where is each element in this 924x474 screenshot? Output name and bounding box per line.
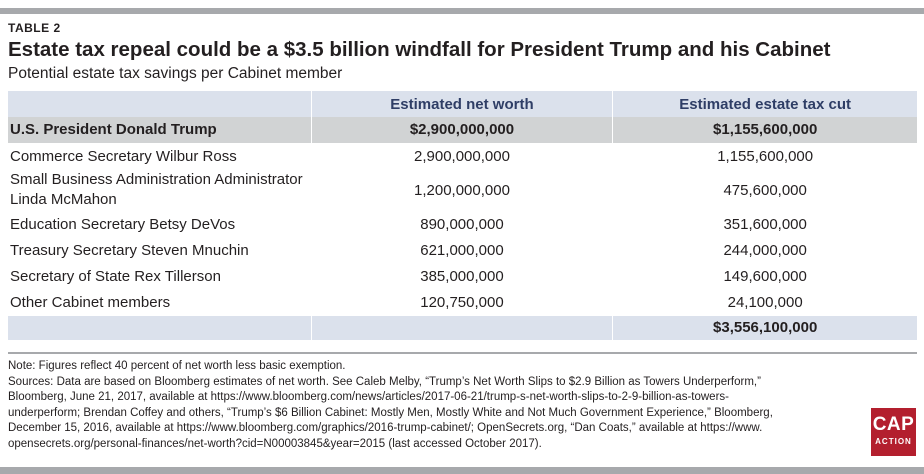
table-row: Education Secretary Betsy DeVos 890,000,… [8, 210, 917, 237]
row-net-worth: 1,200,000,000 [310, 168, 613, 211]
column-header-name [8, 91, 311, 117]
row-tax-cut: 24,100,000 [612, 288, 917, 315]
row-tax-cut: 244,000,000 [612, 236, 917, 263]
row-name: Commerce Secretary Wilbur Ross [8, 142, 312, 169]
table-row: U.S. President Donald Trump $2,900,000,0… [8, 117, 917, 143]
row-net-worth: 120,750,000 [310, 288, 613, 315]
top-rule [0, 8, 924, 14]
row-net-worth: 621,000,000 [310, 236, 613, 263]
row-name: Education Secretary Betsy DeVos [8, 210, 312, 237]
bottom-rule [0, 467, 924, 474]
row-tax-cut: 475,600,000 [612, 168, 917, 211]
note-text: Note: Figures reflect 40 percent of net … [8, 360, 346, 372]
sources-line: December 15, 2016, available at https://… [8, 422, 763, 435]
cap-action-logo: CAP ACTION [871, 408, 916, 456]
table-row: Other Cabinet members 120,750,000 24,100… [8, 288, 917, 315]
row-tax-cut: 149,600,000 [612, 262, 917, 289]
logo-sub-text: ACTION [875, 437, 912, 446]
column-header-tax-cut: Estimated estate tax cut [612, 91, 917, 117]
sources-line: underperform; Brendan Coffey and others,… [8, 406, 773, 419]
row-tax-cut: $1,155,600,000 [612, 117, 917, 143]
table-label: TABLE 2 [8, 21, 61, 35]
table-header-row: Estimated net worth Estimated estate tax… [8, 91, 917, 117]
row-name: Secretary of State Rex Tillerson [8, 262, 312, 289]
page-subtitle: Potential estate tax savings per Cabinet… [8, 65, 343, 82]
row-net-worth: 2,900,000,000 [310, 142, 613, 169]
logo-main-text: CAP [872, 414, 915, 435]
total-net-worth [310, 314, 613, 340]
estate-tax-table: Estimated net worth Estimated estate tax… [8, 91, 917, 340]
row-net-worth: 890,000,000 [310, 210, 613, 237]
row-net-worth: 385,000,000 [310, 262, 613, 289]
row-tax-cut: 351,600,000 [612, 210, 917, 237]
row-name-line: Linda McMahon [10, 191, 117, 208]
table-row: Treasury Secretary Steven Mnuchin 621,00… [8, 236, 917, 263]
table-bottom-rule [8, 352, 917, 354]
sources-text: Sources: Data are based on Bloomberg est… [8, 375, 856, 452]
sources-line: opensecrets.org/personal-finances/net-wo… [8, 437, 542, 450]
column-header-net-worth: Estimated net worth [310, 91, 613, 117]
table-row: Secretary of State Rex Tillerson 385,000… [8, 262, 917, 289]
row-name: U.S. President Donald Trump [10, 121, 217, 139]
sources-line: Sources: Data are based on Bloomberg est… [8, 376, 761, 388]
row-net-worth: $2,900,000,000 [310, 117, 613, 143]
total-tax-cut: $3,556,100,000 [612, 314, 917, 340]
total-label [8, 314, 312, 340]
row-name: Treasury Secretary Steven Mnuchin [8, 236, 312, 263]
row-name: Other Cabinet members [8, 288, 312, 315]
table-row: Commerce Secretary Wilbur Ross 2,900,000… [8, 142, 917, 169]
row-name: Small Business Administration Administra… [8, 168, 312, 211]
page-title: Estate tax repeal could be a $3.5 billio… [8, 38, 831, 61]
sources-line: Bloomberg, June 21, 2017, available at h… [8, 391, 729, 404]
row-name-line: Small Business Administration Administra… [10, 171, 303, 188]
total-row: $3,556,100,000 [8, 314, 917, 340]
row-tax-cut: 1,155,600,000 [612, 142, 917, 169]
table-row: Small Business Administration Administra… [8, 168, 917, 211]
